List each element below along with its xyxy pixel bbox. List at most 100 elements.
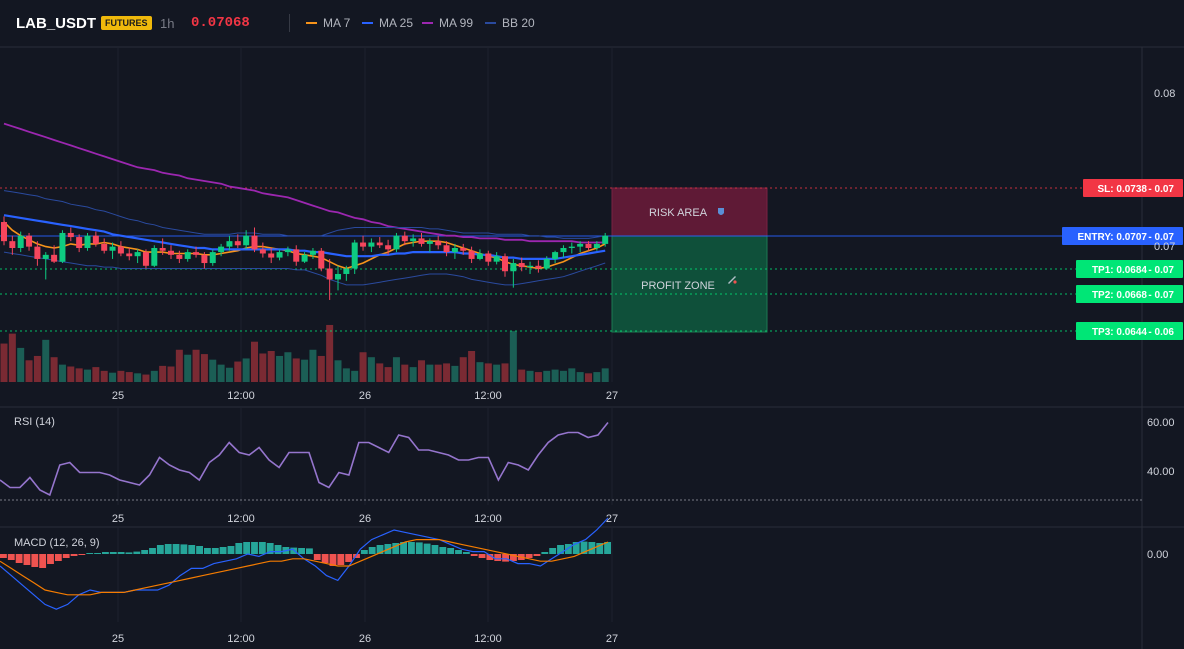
legend-bb20[interactable]: BB 20 bbox=[485, 16, 535, 30]
candle-body[interactable] bbox=[318, 250, 325, 269]
candle-body[interactable] bbox=[335, 273, 341, 280]
candle-body[interactable] bbox=[1, 222, 7, 242]
volume-bar bbox=[167, 366, 175, 382]
candle-body[interactable] bbox=[159, 248, 166, 251]
candle-body[interactable] bbox=[268, 253, 275, 258]
candle-body[interactable] bbox=[552, 252, 559, 259]
candle-body[interactable] bbox=[59, 232, 66, 262]
candle-body[interactable] bbox=[418, 238, 425, 244]
candle-body[interactable] bbox=[527, 265, 534, 268]
candle-body[interactable] bbox=[117, 246, 124, 254]
candle-body[interactable] bbox=[435, 241, 442, 246]
candle-body[interactable] bbox=[42, 254, 49, 259]
rocket-icon bbox=[728, 276, 736, 284]
candle-body[interactable] bbox=[84, 235, 91, 248]
macd-histogram-bar bbox=[329, 554, 337, 566]
candle-body[interactable] bbox=[535, 265, 542, 269]
candle-body[interactable] bbox=[201, 254, 208, 264]
candle-body[interactable] bbox=[9, 241, 16, 248]
candle-body[interactable] bbox=[309, 250, 316, 255]
candle-body[interactable] bbox=[518, 263, 525, 268]
volume-bar bbox=[159, 365, 167, 382]
candle-body[interactable] bbox=[243, 235, 250, 246]
macd-histogram-bar bbox=[156, 545, 164, 554]
macd-title: MACD (12, 26, 9) bbox=[14, 537, 100, 549]
candle-body[interactable] bbox=[602, 235, 609, 244]
candle-body[interactable] bbox=[460, 248, 467, 251]
candle-body[interactable] bbox=[109, 246, 116, 251]
volume-bar bbox=[559, 370, 567, 382]
timeframe-label[interactable]: 1h bbox=[160, 16, 175, 31]
candle-body[interactable] bbox=[209, 252, 216, 264]
macd-histogram-bar bbox=[353, 554, 360, 558]
candle-body[interactable] bbox=[284, 249, 291, 253]
candle-body[interactable] bbox=[351, 242, 358, 269]
candle-body[interactable] bbox=[168, 250, 174, 255]
candle-body[interactable] bbox=[234, 241, 241, 246]
candle-body[interactable] bbox=[92, 235, 99, 244]
candle-body[interactable] bbox=[176, 254, 183, 259]
macd-histogram-bar bbox=[392, 543, 400, 554]
candle-body[interactable] bbox=[151, 248, 158, 266]
candle-body[interactable] bbox=[485, 253, 492, 262]
candle-body[interactable] bbox=[560, 248, 567, 253]
level-tag-axis: - 0.07 bbox=[1148, 184, 1174, 195]
candle-body[interactable] bbox=[577, 243, 584, 247]
candle-body[interactable] bbox=[568, 246, 575, 248]
candle-body[interactable] bbox=[376, 242, 383, 246]
time-tick-label: 12:00 bbox=[474, 390, 502, 402]
candle-body[interactable] bbox=[593, 243, 600, 248]
candle-body[interactable] bbox=[510, 263, 517, 272]
legend-ma99[interactable]: MA 99 bbox=[422, 16, 473, 30]
symbol-name[interactable]: LAB_USDT bbox=[16, 15, 97, 32]
candle-body[interactable] bbox=[585, 243, 592, 248]
candle-body[interactable] bbox=[493, 256, 500, 262]
candle-body[interactable] bbox=[502, 256, 508, 272]
candle-body[interactable] bbox=[218, 246, 225, 253]
candle-body[interactable] bbox=[259, 249, 266, 254]
candle-body[interactable] bbox=[193, 252, 200, 255]
candle-body[interactable] bbox=[343, 268, 350, 274]
macd-histogram-bar bbox=[164, 544, 172, 554]
candle-body[interactable] bbox=[251, 235, 258, 250]
candle-body[interactable] bbox=[76, 237, 83, 248]
candle-body[interactable] bbox=[360, 242, 367, 247]
time-tick-label: 25 bbox=[112, 633, 124, 645]
candle-body[interactable] bbox=[401, 235, 408, 242]
candle-body[interactable] bbox=[426, 241, 433, 244]
candle-body[interactable] bbox=[184, 252, 191, 259]
candle-body[interactable] bbox=[276, 252, 283, 258]
candle-body[interactable] bbox=[142, 252, 149, 266]
candle-body[interactable] bbox=[451, 248, 458, 253]
time-tick-label: 12:00 bbox=[227, 513, 255, 525]
candle-body[interactable] bbox=[368, 242, 375, 247]
candle-body[interactable] bbox=[293, 249, 300, 262]
candle-body[interactable] bbox=[51, 254, 58, 262]
candle-body[interactable] bbox=[326, 268, 333, 280]
legend-ma25[interactable]: MA 25 bbox=[362, 16, 413, 30]
candle-body[interactable] bbox=[67, 232, 74, 238]
candle-body[interactable] bbox=[443, 245, 450, 253]
legend-ma7[interactable]: MA 7 bbox=[306, 16, 350, 30]
last-price: 0.07068 bbox=[191, 15, 250, 31]
candle-body[interactable] bbox=[393, 235, 400, 250]
candle-body[interactable] bbox=[126, 253, 133, 257]
candle-body[interactable] bbox=[385, 245, 392, 250]
volume-bar bbox=[100, 370, 108, 382]
candle-body[interactable] bbox=[468, 250, 475, 259]
candle-body[interactable] bbox=[17, 235, 24, 248]
macd-histogram-bar bbox=[251, 542, 258, 554]
candle-body[interactable] bbox=[226, 241, 233, 247]
candle-body[interactable] bbox=[543, 258, 550, 269]
macd-histogram-bar bbox=[141, 550, 149, 554]
candle-body[interactable] bbox=[476, 253, 483, 259]
volume-bar bbox=[200, 354, 208, 382]
candle-body[interactable] bbox=[301, 254, 308, 262]
candle-body[interactable] bbox=[410, 238, 417, 242]
candle-body[interactable] bbox=[26, 235, 33, 247]
candle-body[interactable] bbox=[101, 243, 108, 251]
volume-bar bbox=[601, 368, 609, 382]
candle-body[interactable] bbox=[134, 252, 141, 257]
candle-body[interactable] bbox=[34, 246, 41, 259]
